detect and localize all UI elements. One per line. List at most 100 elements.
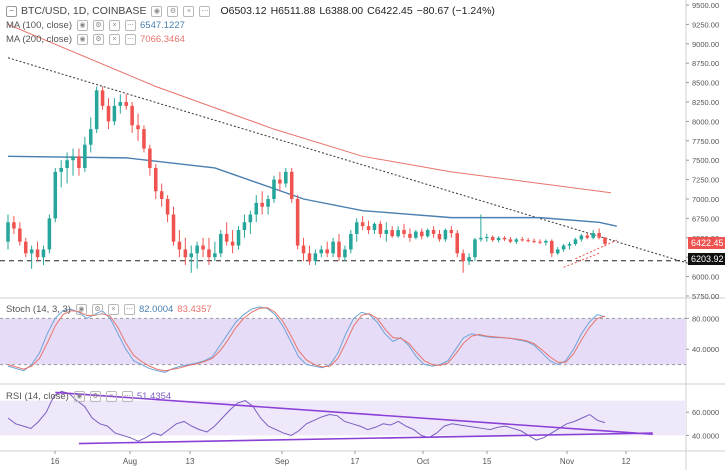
x-tick-label: 13 (186, 457, 195, 466)
ma100-value: 6547.1227 (140, 20, 185, 31)
candle-body (83, 144, 87, 168)
close-icon[interactable]: × (183, 5, 195, 17)
symbol-label[interactable]: BTC/USD, 1D, COINBASE (21, 5, 147, 17)
candle-body (514, 239, 519, 242)
y-tick-label: 9500.00 (692, 1, 719, 10)
y-tick-label: 8000.00 (692, 117, 719, 126)
stoch-tick-label: 80.0000 (692, 314, 719, 323)
candle-body (544, 240, 548, 243)
rsi-band (0, 400, 686, 436)
candle-body (396, 230, 400, 237)
stoch-label[interactable]: Stoch (14, 3, 3) (6, 304, 71, 315)
candle-body (171, 214, 176, 242)
candle-body (35, 249, 40, 258)
y-tick-label: 8250.00 (692, 98, 719, 107)
more-icon[interactable]: ⋯ (125, 20, 136, 31)
candle-body (532, 240, 536, 242)
close-icon[interactable]: × (109, 20, 120, 31)
high-value: H6511.88 (270, 5, 316, 17)
settings-icon[interactable]: ⚙ (93, 34, 104, 45)
more-icon[interactable]: ⋯ (123, 304, 135, 315)
more-icon[interactable]: ⋯ (121, 391, 133, 402)
stoch-tick-label: 40.0000 (692, 345, 719, 354)
candle-body (366, 226, 371, 231)
candle-body (130, 105, 134, 126)
candle-body (295, 199, 300, 246)
candle-body (349, 233, 353, 250)
candle-body (461, 253, 465, 262)
rsi-lower-trendline[interactable] (78, 432, 653, 445)
candle-body (278, 179, 282, 184)
y-tick-label: 9250.00 (692, 20, 719, 29)
trend-line[interactable] (7, 57, 694, 266)
close-icon[interactable]: × (105, 391, 117, 402)
candle-body (213, 253, 217, 258)
candle-body (142, 129, 146, 149)
candle-body (360, 222, 365, 227)
more-icon[interactable]: ⋯ (125, 34, 136, 45)
rsi-label[interactable]: RSI (14, close) (6, 391, 69, 402)
ma200-label[interactable]: MA (200, close) (6, 34, 72, 45)
candle-body (100, 90, 105, 106)
eye-icon[interactable]: ◉ (77, 20, 88, 31)
ma200-legend: MA (200, close) ◉ ⚙ × ⋯ 7066.3464 (6, 34, 185, 45)
stoch-legend: Stoch (14, 3, 3) ◉ ⚙ × ⋯ 82.0004 83.4357 (6, 304, 212, 315)
low-value: L6388.00 (319, 5, 364, 17)
ma100-line (7, 155, 617, 227)
settings-icon[interactable]: ⚙ (91, 304, 103, 315)
candle-body (408, 233, 412, 238)
candle-body (343, 249, 347, 258)
candle-body (561, 245, 566, 250)
close-icon[interactable]: × (109, 34, 120, 45)
candle-body (455, 233, 460, 254)
y-tick-label: 7750.00 (692, 137, 719, 146)
candle-body (41, 249, 46, 258)
candle-body (159, 191, 164, 199)
y-tick-label: 7500.00 (692, 156, 719, 165)
candle-body (573, 239, 578, 245)
settings-icon[interactable]: ⚙ (93, 20, 104, 31)
x-tick-label: 15 (483, 457, 492, 466)
settings-icon[interactable]: ⚙ (167, 5, 179, 17)
eye-icon[interactable]: ◉ (151, 5, 163, 17)
y-tick-label: 6000.00 (692, 273, 719, 282)
x-tick-label: 16 (51, 457, 60, 466)
candle-body (473, 239, 477, 258)
close-icon[interactable]: × (107, 304, 119, 315)
candle-body (449, 230, 454, 234)
collapse-icon[interactable]: − (6, 5, 17, 17)
candle-body (23, 241, 28, 254)
candle-body (467, 257, 471, 262)
ma100-label[interactable]: MA (100, close) (6, 20, 72, 31)
candle-body (65, 160, 69, 168)
candle-body (59, 167, 63, 172)
settings-icon[interactable]: ⚙ (89, 391, 101, 402)
candle-body (485, 237, 489, 239)
candle-body (307, 253, 312, 262)
rsi-value: 51.4354 (136, 391, 172, 402)
candle-body (148, 148, 152, 168)
candle-body (260, 202, 264, 207)
more-icon[interactable]: ⋯ (199, 5, 211, 17)
ma200-line (7, 23, 611, 194)
eye-icon[interactable]: ◉ (77, 34, 88, 45)
ma100-legend: MA (100, close) ◉ ⚙ × ⋯ 6547.1227 (6, 20, 185, 31)
channel-line[interactable] (575, 239, 618, 260)
candle-body (124, 102, 128, 106)
candle-body (224, 233, 229, 242)
stoch-k-value: 82.0004 (138, 304, 174, 315)
candle-body (502, 237, 507, 240)
x-tick-label: Nov (560, 457, 574, 466)
eye-icon[interactable]: ◉ (75, 304, 87, 315)
rsi-upper-trendline[interactable] (55, 391, 653, 436)
candle-body (337, 241, 341, 258)
x-tick-label: Oct (417, 457, 430, 466)
candle-body (165, 199, 170, 215)
candle-body (508, 239, 513, 242)
y-tick-label: 8750.00 (692, 59, 719, 68)
rsi-tick-label: 40.0000 (692, 431, 719, 440)
close-value: C6422.45 (367, 5, 413, 17)
candle-body (183, 249, 188, 258)
eye-icon[interactable]: ◉ (73, 391, 85, 402)
